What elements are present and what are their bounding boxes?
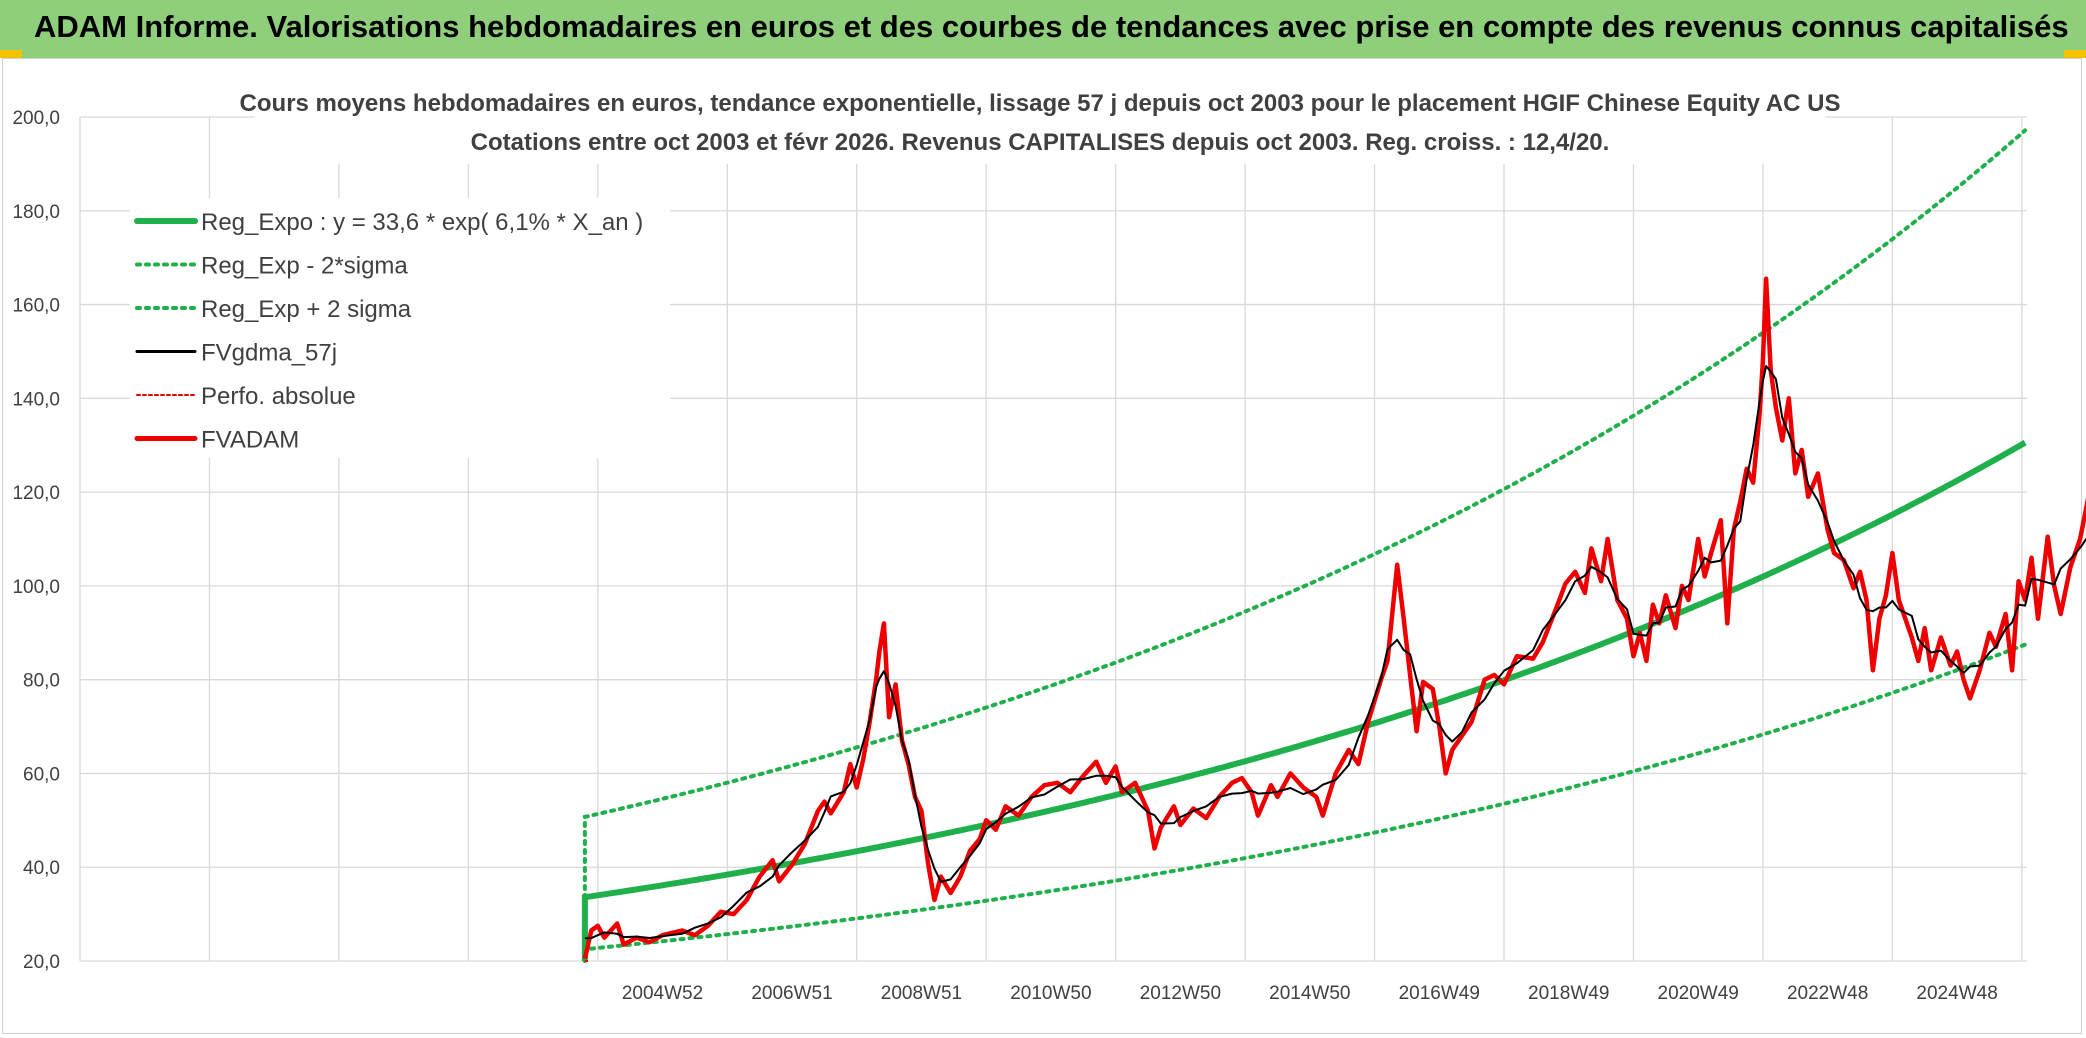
reg-minus-2sigma-line — [582, 642, 2028, 963]
legend-label-high: Reg_Exp + 2 sigma — [201, 296, 412, 323]
x-axis: 2004W52 2006W51 2008W51 2010W50 2012W50 2014W… — [622, 983, 1998, 1004]
x-tick-label: 2004W52 — [622, 983, 703, 1004]
x-tick-label: 2022W48 — [1787, 983, 1868, 1004]
x-tick-label: 2024W48 — [1916, 983, 1997, 1004]
legend-label-low: Reg_Exp - 2*sigma — [201, 253, 408, 280]
legend: Reg_Expo : y = 33,6 * exp( 6,1% * X_an )… — [130, 198, 670, 458]
reg-expo-line — [581, 440, 2027, 962]
x-tick-label: 2010W50 — [1010, 983, 1091, 1004]
chart-title-line1: Cours moyens hebdomadaires en euros, ten… — [240, 90, 1841, 117]
reg-plus-2sigma-line — [582, 128, 2028, 963]
series — [581, 128, 2086, 963]
y-tick-label: 20,0 — [23, 952, 60, 973]
y-tick-label: 120,0 — [12, 483, 60, 504]
y-tick-label: 100,0 — [12, 577, 60, 598]
y-tick-label: 160,0 — [12, 296, 60, 317]
fvadam-line — [582, 276, 2086, 960]
y-tick-label: 200,0 — [12, 108, 60, 129]
legend-label-perfo: Perfo. absolue — [201, 383, 356, 410]
fvgdma-57j-line — [584, 365, 2086, 940]
banner-corner-right — [2064, 50, 2086, 58]
y-tick-label: 180,0 — [12, 202, 60, 223]
x-tick-label: 2018W49 — [1528, 983, 1609, 1004]
x-tick-label: 2016W49 — [1399, 983, 1480, 1004]
x-tick-label: 2020W49 — [1658, 983, 1739, 1004]
report-title: ADAM Informe. Valorisations hebdomadaire… — [34, 9, 2069, 44]
chart-title-group: Cours moyens hebdomadaires en euros, ten… — [240, 84, 1841, 164]
y-tick-label: 80,0 — [23, 671, 60, 692]
y-tick-label: 60,0 — [23, 764, 60, 785]
report-banner: ADAM Informe. Valorisations hebdomadaire… — [0, 0, 2086, 58]
legend-label-adam: FVADAM — [201, 427, 299, 454]
legend-label-fv: FVgdma_57j — [201, 340, 337, 367]
x-tick-label: 2014W50 — [1269, 983, 1350, 1004]
x-tick-label: 2006W51 — [751, 983, 832, 1004]
y-tick-label: 140,0 — [12, 389, 60, 410]
chart-title-line2: Cotations entre oct 2003 et févr 2026. R… — [471, 129, 1610, 156]
x-tick-label: 2012W50 — [1140, 983, 1221, 1004]
y-tick-label: 40,0 — [23, 858, 60, 879]
legend-label-reg: Reg_Expo : y = 33,6 * exp( 6,1% * X_an ) — [201, 209, 643, 236]
x-tick-label: 2008W51 — [881, 983, 962, 1004]
y-axis: 20,0 40,0 60,0 80,0 100,0 120,0 140,0 160,0 180,… — [12, 108, 60, 973]
banner-corner-left — [0, 50, 22, 58]
